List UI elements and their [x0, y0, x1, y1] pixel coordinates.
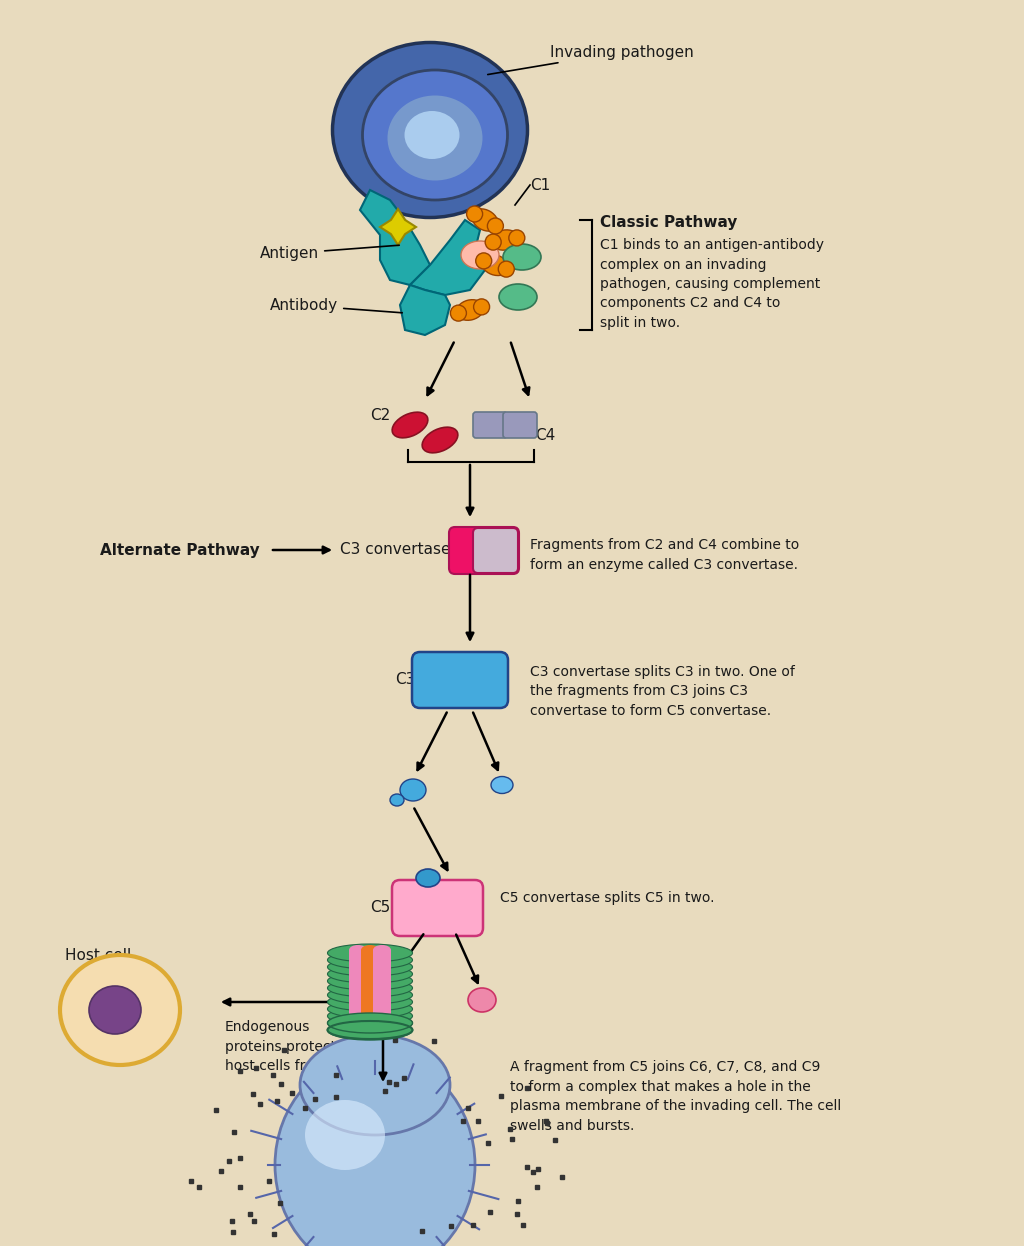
Ellipse shape: [328, 1001, 413, 1018]
FancyBboxPatch shape: [392, 880, 483, 936]
Text: Antigen: Antigen: [260, 245, 399, 260]
Ellipse shape: [373, 944, 391, 954]
Text: C3: C3: [395, 673, 416, 688]
Text: C1: C1: [530, 177, 550, 192]
Ellipse shape: [328, 1013, 413, 1033]
Ellipse shape: [328, 951, 413, 969]
Ellipse shape: [473, 299, 489, 315]
Ellipse shape: [468, 988, 496, 1012]
Ellipse shape: [328, 1007, 413, 1025]
Ellipse shape: [328, 979, 413, 997]
Text: Alternate Pathway: Alternate Pathway: [100, 542, 260, 557]
Text: Classic Pathway: Classic Pathway: [600, 216, 737, 231]
Ellipse shape: [499, 262, 514, 277]
Ellipse shape: [328, 944, 413, 962]
Ellipse shape: [457, 300, 483, 320]
Text: C5: C5: [370, 901, 390, 916]
Ellipse shape: [481, 254, 509, 275]
Ellipse shape: [349, 944, 367, 954]
Text: C5 convertase splits C5 in two.: C5 convertase splits C5 in two.: [500, 891, 715, 905]
FancyBboxPatch shape: [473, 412, 507, 439]
Text: C3 convertase splits C3 in two. One of
the fragments from C3 joins C3
convertase: C3 convertase splits C3 in two. One of t…: [530, 665, 795, 718]
Ellipse shape: [362, 70, 508, 201]
Ellipse shape: [328, 1020, 413, 1039]
Text: A fragment from C5 joins C6, C7, C8, and C9
to form a complex that makes a hole : A fragment from C5 joins C6, C7, C8, and…: [510, 1060, 842, 1133]
Ellipse shape: [503, 244, 541, 270]
Polygon shape: [380, 209, 416, 245]
Ellipse shape: [467, 206, 482, 222]
Bar: [373, 949, 391, 1032]
Ellipse shape: [369, 991, 397, 1014]
Text: C3 convertase: C3 convertase: [340, 542, 451, 557]
Ellipse shape: [89, 986, 141, 1034]
FancyBboxPatch shape: [449, 527, 519, 574]
Ellipse shape: [416, 868, 440, 887]
Ellipse shape: [60, 954, 180, 1065]
Ellipse shape: [357, 1004, 371, 1015]
Ellipse shape: [461, 240, 499, 269]
Ellipse shape: [472, 209, 498, 232]
Ellipse shape: [390, 794, 404, 806]
Ellipse shape: [400, 779, 426, 801]
FancyBboxPatch shape: [503, 412, 537, 439]
Polygon shape: [400, 285, 450, 335]
Ellipse shape: [499, 284, 537, 310]
FancyBboxPatch shape: [473, 528, 518, 573]
Ellipse shape: [404, 111, 460, 159]
Ellipse shape: [305, 1100, 385, 1170]
Ellipse shape: [509, 231, 525, 245]
Text: C2: C2: [370, 407, 390, 422]
Text: Invading pathogen: Invading pathogen: [487, 45, 693, 75]
Text: Endogenous
proteins protect
host cells from lysis.: Endogenous proteins protect host cells f…: [225, 1020, 367, 1073]
Ellipse shape: [333, 42, 527, 218]
Ellipse shape: [328, 958, 413, 976]
Bar: [361, 949, 379, 1032]
Ellipse shape: [422, 427, 458, 452]
Text: Fragments from C2 and C4 combine to
form an enzyme called C3 convertase.: Fragments from C2 and C4 combine to form…: [530, 538, 800, 572]
Ellipse shape: [361, 944, 379, 954]
Ellipse shape: [300, 1035, 450, 1135]
Text: C4: C4: [535, 427, 555, 442]
Text: Host cell: Host cell: [65, 947, 131, 962]
Ellipse shape: [328, 1014, 413, 1032]
Ellipse shape: [328, 972, 413, 991]
Polygon shape: [410, 221, 485, 295]
Ellipse shape: [492, 229, 519, 250]
Bar: [349, 949, 367, 1032]
FancyBboxPatch shape: [412, 652, 508, 708]
Ellipse shape: [328, 986, 413, 1004]
Ellipse shape: [487, 218, 504, 234]
Ellipse shape: [328, 1020, 413, 1040]
Text: Antibody: Antibody: [270, 298, 402, 313]
Ellipse shape: [485, 234, 501, 250]
Ellipse shape: [392, 412, 428, 437]
Text: C1 binds to an antigen-antibody
complex on an invading
pathogen, causing complem: C1 binds to an antigen-antibody complex …: [600, 238, 824, 330]
Ellipse shape: [476, 253, 492, 269]
Ellipse shape: [490, 776, 513, 794]
Ellipse shape: [451, 305, 466, 321]
Ellipse shape: [275, 1055, 475, 1246]
Ellipse shape: [328, 964, 413, 983]
Ellipse shape: [387, 96, 482, 181]
Ellipse shape: [328, 993, 413, 1011]
Polygon shape: [360, 189, 430, 285]
